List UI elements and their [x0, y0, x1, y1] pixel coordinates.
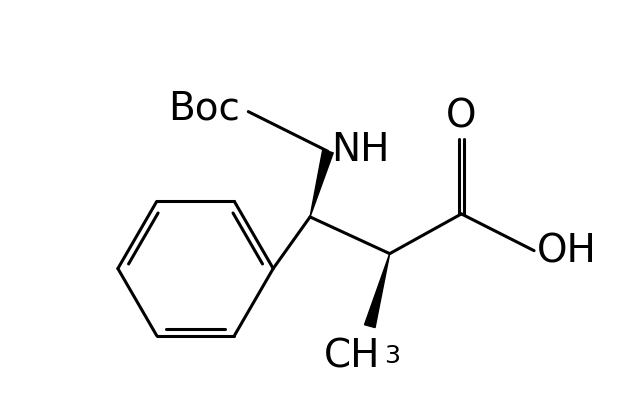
Text: CH: CH: [324, 336, 380, 374]
Polygon shape: [310, 151, 333, 217]
Text: Boc: Boc: [168, 90, 241, 127]
Text: O: O: [446, 97, 477, 135]
Polygon shape: [365, 254, 390, 328]
Text: NH: NH: [331, 131, 390, 169]
Text: 3: 3: [384, 343, 400, 367]
Text: OH: OH: [537, 232, 597, 270]
